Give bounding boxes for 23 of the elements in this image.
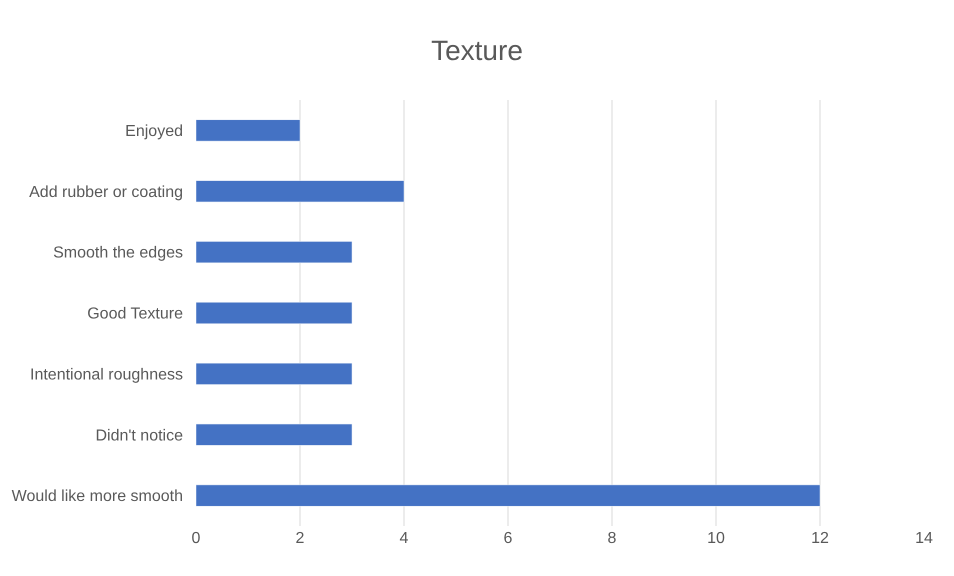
y-tick-label: Enjoyed (125, 123, 183, 140)
bar (196, 180, 404, 202)
y-tick-label: Good Texture (87, 306, 184, 323)
x-tick-label: 2 (296, 530, 305, 547)
y-tick-label: Would like more smooth (12, 488, 183, 506)
x-tick-label: 6 (504, 530, 513, 547)
x-tick-label: 12 (811, 530, 829, 547)
x-tick-label: 14 (915, 530, 933, 547)
bar (196, 484, 820, 506)
y-tick-label: Intentional roughness (30, 366, 183, 384)
x-tick-label: 8 (608, 530, 617, 547)
y-tick-label: Didn't notice (95, 427, 184, 444)
bar (196, 120, 300, 142)
bar (196, 362, 352, 385)
bar (196, 241, 352, 264)
chart-title: Texture (431, 34, 523, 66)
y-tick-label: Add rubber or coating (29, 184, 183, 201)
bar (196, 302, 352, 324)
x-tick-label: 10 (707, 530, 725, 547)
y-tick-label: Smooth the edges (53, 244, 183, 262)
x-tick-label: 0 (192, 530, 201, 547)
bar (196, 424, 352, 446)
x-tick-label: 4 (400, 530, 409, 547)
